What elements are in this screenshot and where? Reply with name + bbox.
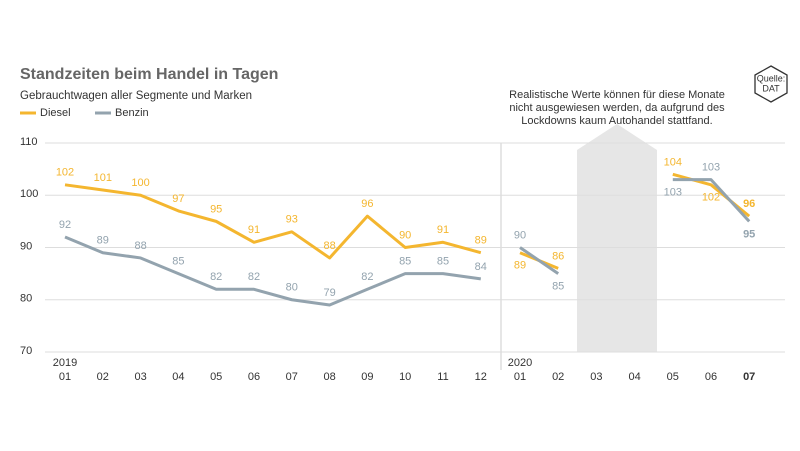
data-label: 97 xyxy=(172,193,184,205)
x-tick-label: 09 xyxy=(361,371,373,383)
chart-title: Standzeiten beim Handel in Tagen xyxy=(20,66,278,83)
legend-label: Diesel xyxy=(40,107,71,119)
data-label: 82 xyxy=(210,271,222,283)
data-label: 82 xyxy=(248,271,260,283)
lockdown-area xyxy=(577,124,657,352)
data-label: 96 xyxy=(743,198,755,210)
data-label: 102 xyxy=(702,192,720,204)
data-label: 93 xyxy=(286,214,298,226)
data-label: 88 xyxy=(323,240,335,252)
x-tick-label: 04 xyxy=(172,371,184,383)
annotation: Realistische Werte können für diese Mona… xyxy=(509,89,725,101)
data-label: 92 xyxy=(59,219,71,231)
legend-label: Benzin xyxy=(115,107,149,119)
year-label: 2020 xyxy=(508,357,532,369)
data-label: 96 xyxy=(361,198,373,210)
data-label: 95 xyxy=(210,203,222,215)
data-label: 85 xyxy=(172,256,184,268)
data-label: 89 xyxy=(514,260,526,272)
series-line xyxy=(64,183,482,260)
data-label: 100 xyxy=(131,177,149,189)
x-tick-label: 01 xyxy=(59,371,71,383)
x-tick-label: 11 xyxy=(437,371,448,383)
annotation: nicht ausgewiesen werden, da aufgrund de… xyxy=(509,102,725,114)
data-label: 90 xyxy=(399,229,411,241)
data-label: 103 xyxy=(702,161,720,173)
data-label: 91 xyxy=(437,224,449,236)
x-tick-label: 12 xyxy=(475,371,487,383)
x-tick-label: 04 xyxy=(628,371,640,383)
x-tick-label: 05 xyxy=(667,371,679,383)
data-label: 102 xyxy=(56,167,74,179)
data-label: 103 xyxy=(664,186,682,198)
data-label: 85 xyxy=(437,256,449,268)
annotation: Lockdowns kaum Autohandel stattfand. xyxy=(521,115,712,127)
data-label: 79 xyxy=(323,287,335,299)
x-tick-label: 06 xyxy=(248,371,260,383)
y-tick-label: 70 xyxy=(20,345,32,357)
data-label: 95 xyxy=(743,228,755,240)
source-badge xyxy=(754,65,788,103)
data-label: 84 xyxy=(475,261,487,273)
y-tick-label: 90 xyxy=(20,240,32,252)
y-tick-label: 80 xyxy=(20,293,32,305)
x-tick-label: 03 xyxy=(590,371,602,383)
x-tick-label: 07 xyxy=(743,371,755,383)
series-line xyxy=(64,235,482,307)
x-tick-label: 02 xyxy=(552,371,564,383)
x-tick-label: 07 xyxy=(286,371,298,383)
data-label: 88 xyxy=(134,240,146,252)
data-label: 85 xyxy=(552,281,564,293)
data-label: 82 xyxy=(361,271,373,283)
data-label: 86 xyxy=(552,250,564,262)
x-tick-label: 03 xyxy=(134,371,146,383)
x-tick-label: 02 xyxy=(97,371,109,383)
data-label: 89 xyxy=(97,235,109,247)
source-label: Quelle: xyxy=(757,73,786,83)
data-label: 85 xyxy=(399,256,411,268)
data-label: 80 xyxy=(286,282,298,294)
y-tick-label: 110 xyxy=(20,136,38,148)
x-tick-label: 08 xyxy=(323,371,335,383)
data-label: 89 xyxy=(475,235,487,247)
y-tick-label: 100 xyxy=(20,188,38,200)
data-label: 90 xyxy=(514,229,526,241)
data-label: 104 xyxy=(664,156,682,168)
source-name: DAT xyxy=(762,83,780,93)
x-tick-label: 05 xyxy=(210,371,222,383)
data-label: 91 xyxy=(248,224,260,236)
series-line xyxy=(519,178,751,275)
year-label: 2019 xyxy=(53,357,77,369)
data-label: 101 xyxy=(94,172,112,184)
x-tick-label: 10 xyxy=(399,371,411,383)
x-tick-label: 01 xyxy=(514,371,526,383)
chart-subtitle: Gebrauchtwagen aller Segmente und Marken xyxy=(20,90,252,102)
x-tick-label: 06 xyxy=(705,371,717,383)
